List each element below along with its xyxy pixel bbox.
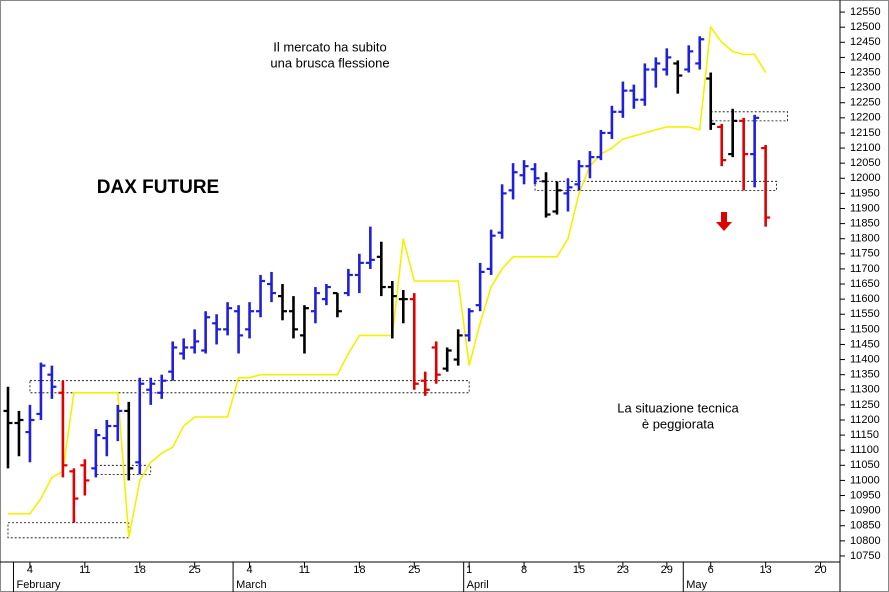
y-tick-label: 11650 (850, 278, 880, 290)
trailing-line (8, 25, 767, 538)
y-tick-label: 12350 (850, 66, 881, 78)
y-tick-label: 11150 (850, 429, 879, 441)
x-tick-label: 20 (814, 564, 826, 576)
y-tick-label: 11300 (850, 384, 880, 396)
month-label: May (686, 579, 707, 591)
y-tick-label: 11750 (850, 248, 880, 260)
annotation: La situazione tecnica (617, 400, 739, 415)
y-tick-label: 11700 (850, 263, 880, 275)
y-tick-label: 11600 (850, 293, 880, 305)
x-tick-label: 15 (573, 564, 585, 576)
y-tick-label: 10900 (850, 505, 881, 517)
annotation: è peggiorata (642, 416, 715, 431)
y-tick-label: 12500 (850, 21, 881, 33)
y-tick-label: 12100 (850, 142, 881, 154)
y-tick-label: 12400 (850, 51, 881, 63)
y-tick-label: 10950 (850, 489, 881, 501)
x-tick-label: 18 (134, 564, 146, 576)
y-tick-label: 12050 (850, 157, 881, 169)
x-tick-label: 23 (617, 564, 629, 576)
x-tick-label: 29 (661, 564, 673, 576)
month-label: February (16, 579, 61, 591)
x-tick-label: 8 (521, 564, 527, 576)
chart-title: DAX FUTURE (97, 177, 219, 198)
y-tick-label: 10850 (850, 520, 881, 532)
y-tick-label: 12250 (850, 97, 881, 109)
support-zone (29, 380, 470, 394)
support-zone (710, 111, 788, 122)
y-tick-label: 11850 (850, 217, 880, 229)
x-tick-label: 1 (466, 564, 472, 576)
annotation: una brusca flessione (270, 55, 389, 70)
y-tick-label: 12200 (850, 112, 881, 124)
y-tick-label: 11100 (850, 444, 879, 456)
y-tick-label: 11200 (850, 414, 880, 426)
x-tick-label: 25 (408, 564, 420, 576)
y-tick-label: 10800 (850, 535, 881, 547)
x-tick-label: 4 (27, 564, 33, 576)
y-tick-label: 11900 (850, 202, 880, 214)
y-tick-label: 12000 (850, 172, 881, 184)
y-tick-label: 10750 (850, 550, 881, 562)
y-tick-label: 12450 (850, 36, 881, 48)
month-label: March (236, 579, 267, 591)
y-tick-label: 12550 (850, 6, 881, 18)
y-tick-label: 12150 (850, 127, 881, 139)
support-zone (534, 180, 778, 191)
y-tick-label: 11800 (850, 233, 880, 245)
y-tick-label: 11950 (850, 187, 880, 199)
y-tick-label: 11450 (850, 338, 880, 350)
y-tick-label: 11050 (850, 459, 880, 471)
down-arrow (716, 212, 732, 231)
y-tick-label: 11400 (850, 353, 880, 365)
y-tick-label: 11550 (850, 308, 880, 320)
y-tick-label: 11000 (850, 474, 880, 486)
y-tick-label: 11350 (850, 369, 880, 381)
y-tick-label: 11250 (850, 399, 880, 411)
x-tick-label: 25 (189, 564, 201, 576)
x-tick-label: 11 (299, 564, 310, 576)
x-tick-label: 4 (246, 564, 252, 576)
x-tick-label: 6 (708, 564, 714, 576)
annotation: Il mercato ha subito (273, 39, 386, 54)
month-label: April (467, 579, 489, 591)
x-tick-label: 13 (760, 564, 772, 576)
y-tick-label: 12300 (850, 82, 881, 94)
x-tick-label: 18 (353, 564, 365, 576)
y-tick-label: 11500 (850, 323, 880, 335)
x-tick-label: 11 (79, 564, 90, 576)
